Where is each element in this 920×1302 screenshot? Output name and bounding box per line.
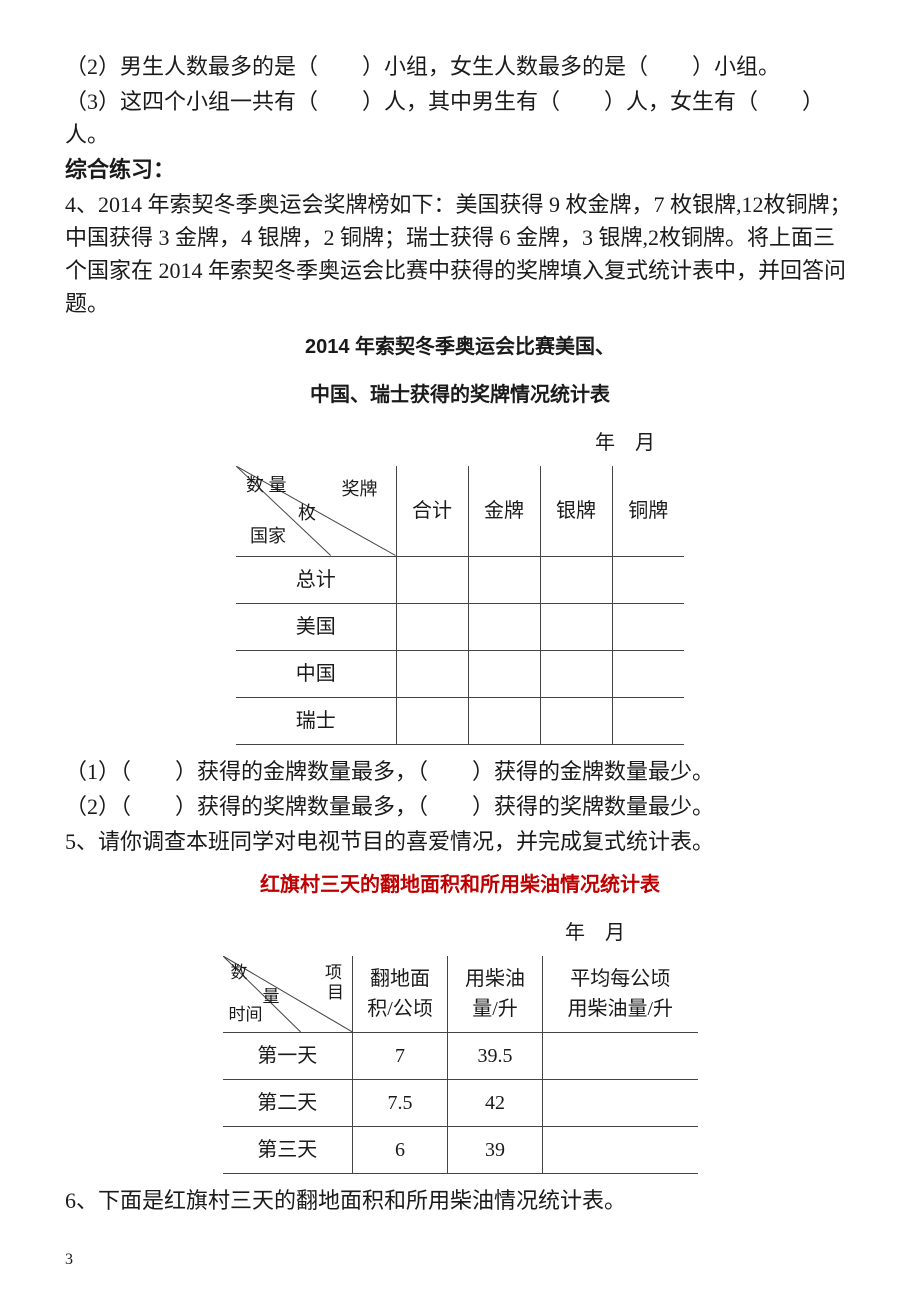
diag-label-unit: 枚	[298, 500, 316, 527]
cell-diesel: 42	[448, 1079, 543, 1126]
question-5-text: 5、请你调查本班同学对电视节目的喜爱情况，并完成复式统计表。	[65, 825, 855, 858]
col-silver: 银牌	[540, 466, 612, 556]
cell[interactable]	[540, 650, 612, 697]
cell[interactable]	[612, 603, 684, 650]
cell[interactable]	[468, 650, 540, 697]
question-4-1: （1）（ ）获得的金牌数量最多，（ ）获得的金牌数量最少。	[65, 755, 855, 788]
question-4-text: 4、2014 年索契冬季奥运会奖牌榜如下：美国获得 9 枚金牌，7 枚银牌,12…	[65, 188, 855, 320]
practice-heading: 综合练习：	[65, 153, 855, 186]
diag2-item2: 目	[327, 980, 344, 1006]
table2-date: 年 月	[65, 918, 855, 948]
diag-label-country: 国家	[250, 523, 286, 550]
diag2-qty: 数	[231, 960, 248, 986]
col-area-l2: 积/公顷	[367, 994, 433, 1024]
cell[interactable]	[540, 556, 612, 603]
row-day1: 第一天	[223, 1032, 353, 1079]
cell[interactable]	[540, 603, 612, 650]
medal-table: 数 量 奖牌 枚 国家 合计 金牌 银牌 铜牌 总计 美国 中国 瑞士	[236, 466, 684, 745]
cell[interactable]	[540, 697, 612, 744]
col-avg: 平均每公顷 用柴油量/升	[543, 956, 698, 1033]
diagonal-header-2: 数 量 项 目 时间	[223, 956, 353, 1033]
question-4-2: （2）（ ）获得的奖牌数量最多，（ ）获得的奖牌数量最少。	[65, 790, 855, 823]
cell-avg[interactable]	[543, 1126, 698, 1173]
diag2-qty2: 量	[263, 984, 280, 1010]
col-bronze: 铜牌	[612, 466, 684, 556]
col-diesel: 用柴油 量/升	[448, 956, 543, 1033]
cell[interactable]	[468, 603, 540, 650]
table2-title: 红旗村三天的翻地面积和所用柴油情况统计表	[65, 870, 855, 900]
table1-title-line1: 2014 年索契冬季奥运会比赛美国、	[65, 332, 855, 362]
question-2: （2）男生人数最多的是（ ）小组，女生人数最多的是（ ）小组。	[65, 50, 855, 83]
cell-area: 7	[353, 1032, 448, 1079]
cell[interactable]	[396, 603, 468, 650]
cell-area: 7.5	[353, 1079, 448, 1126]
cell-avg[interactable]	[543, 1079, 698, 1126]
cell[interactable]	[468, 556, 540, 603]
row-day3: 第三天	[223, 1126, 353, 1173]
cell[interactable]	[612, 697, 684, 744]
diagonal-header-1: 数 量 奖牌 枚 国家	[236, 466, 396, 556]
cell-diesel: 39	[448, 1126, 543, 1173]
col-gold: 金牌	[468, 466, 540, 556]
row-total: 总计	[236, 556, 396, 603]
table1-title-line2: 中国、瑞士获得的奖牌情况统计表	[65, 380, 855, 410]
col-diesel-l1: 用柴油	[462, 964, 528, 994]
table1-date: 年 月	[65, 428, 855, 458]
cell[interactable]	[612, 650, 684, 697]
col-area: 翻地面 积/公顷	[353, 956, 448, 1033]
col-area-l1: 翻地面	[367, 964, 433, 994]
col-total: 合计	[396, 466, 468, 556]
col-avg-l1: 平均每公顷	[557, 964, 684, 994]
diag2-time: 时间	[229, 1002, 263, 1028]
col-avg-l2: 用柴油量/升	[557, 994, 684, 1024]
question-6-text: 6、下面是红旗村三天的翻地面积和所用柴油情况统计表。	[65, 1184, 855, 1217]
row-swiss: 瑞士	[236, 697, 396, 744]
diesel-table: 数 量 项 目 时间 翻地面 积/公顷 用柴油 量/升 平均每公顷 用柴油量/升…	[223, 956, 698, 1174]
row-usa: 美国	[236, 603, 396, 650]
cell[interactable]	[612, 556, 684, 603]
cell-area: 6	[353, 1126, 448, 1173]
cell-avg[interactable]	[543, 1032, 698, 1079]
diag-label-qty: 数 量	[246, 472, 287, 499]
cell[interactable]	[396, 556, 468, 603]
diag-label-medal: 奖牌	[342, 476, 378, 503]
col-diesel-l2: 量/升	[462, 994, 528, 1024]
cell[interactable]	[468, 697, 540, 744]
question-3: （3）这四个小组一共有（ ）人，其中男生有（ ）人，女生有（ ）人。	[65, 85, 855, 151]
row-china: 中国	[236, 650, 396, 697]
cell[interactable]	[396, 650, 468, 697]
cell-diesel: 39.5	[448, 1032, 543, 1079]
page-number: 3	[65, 1248, 73, 1272]
cell[interactable]	[396, 697, 468, 744]
row-day2: 第二天	[223, 1079, 353, 1126]
